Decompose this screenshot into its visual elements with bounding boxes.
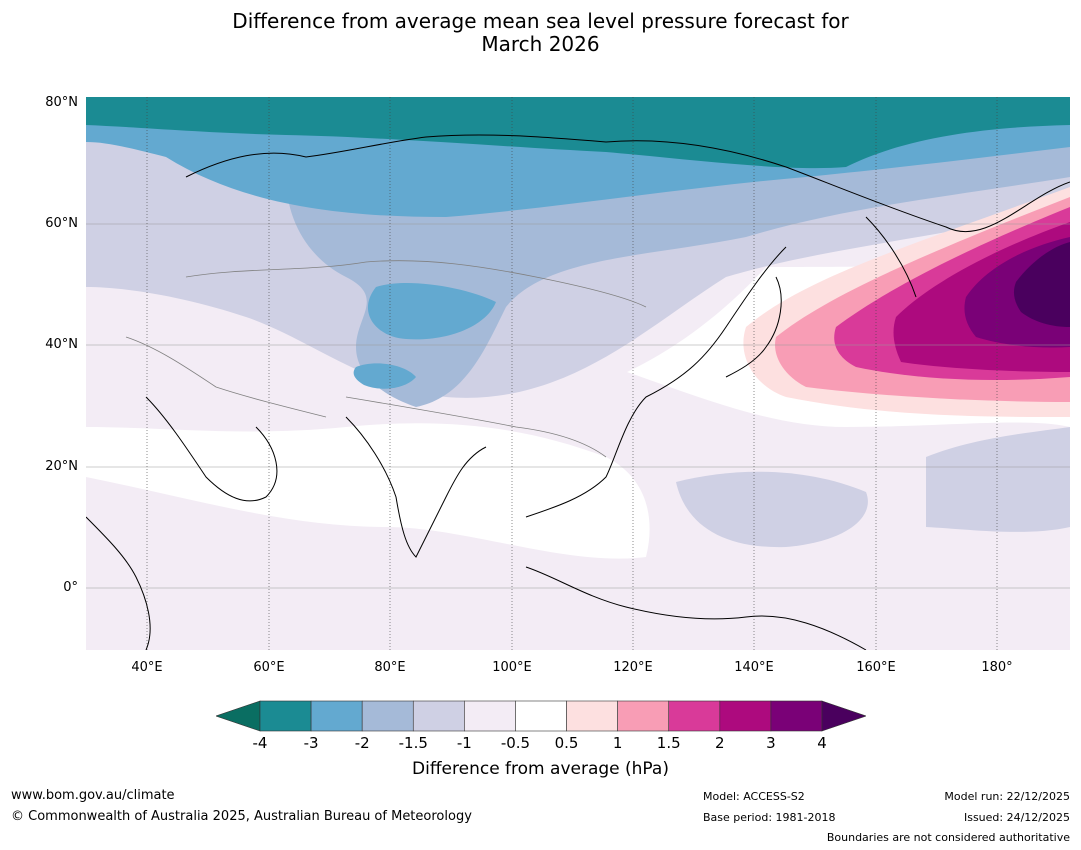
colorbar-under-triangle <box>215 700 261 732</box>
lon-label-100e: 100°E <box>492 660 532 675</box>
colorbar-tick-label: -1 <box>456 734 472 752</box>
lat-label-80n: 80°N <box>45 95 78 110</box>
footer-issued: Issued: 24/12/2025 <box>963 811 1070 824</box>
colorbar-tick-label: -3 <box>303 734 319 752</box>
footer-model: Model: ACCESS-S2 <box>703 790 805 803</box>
colorbar-segment <box>719 700 772 732</box>
colorbar-tick-label: 0.5 <box>554 734 579 752</box>
anomaly-region-arctic-teal <box>86 97 1070 169</box>
lon-label-80e: 80°E <box>374 660 406 675</box>
coastline-se-asia-islands <box>525 566 867 650</box>
longitude-gridlines <box>146 97 998 650</box>
colorbar-tick-label: -1.5 <box>398 734 428 752</box>
lat-label-20n: 20°N <box>45 459 78 474</box>
latitude-gridlines <box>86 223 1070 589</box>
anomaly-region-tibet-blue <box>353 363 416 389</box>
lon-label-140e: 140°E <box>734 660 774 675</box>
coastline-india <box>345 416 487 558</box>
boundary-middle-east <box>125 336 327 418</box>
colorbar-segment <box>412 700 465 732</box>
colorbar-tick-label: 2 <box>715 734 725 752</box>
footer-base-period: Base period: 1981-2018 <box>703 811 836 824</box>
colorbar-segment <box>668 700 721 732</box>
coastline-africa <box>86 516 151 650</box>
lon-label-180: 180° <box>981 660 1013 675</box>
colorbar <box>215 700 867 732</box>
colorbar-svg <box>215 700 867 732</box>
footer-website: www.bom.gov.au/climate <box>11 788 175 803</box>
colorbar-tick-label: 1 <box>612 734 623 752</box>
colorbar-tick-label: 4 <box>817 734 827 752</box>
lon-label-60e: 60°E <box>253 660 285 675</box>
anomaly-region-tarim-blue <box>367 282 496 340</box>
map-title: Difference from average mean sea level p… <box>0 10 1081 56</box>
colorbar-segment <box>515 700 567 732</box>
colorbar-tick-label: -4 <box>252 734 268 752</box>
map-title-line-2: March 2026 <box>481 32 600 56</box>
coastline-japan <box>725 276 782 378</box>
lat-label-60n: 60°N <box>45 216 78 231</box>
map-svg <box>86 97 1070 650</box>
colorbar-segment <box>259 700 312 732</box>
coastline-east-asia <box>525 246 787 518</box>
footer-disclaimer: Boundaries are not considered authoritat… <box>826 831 1070 844</box>
colorbar-tick-label: 3 <box>766 734 776 752</box>
colorbar-segment <box>310 700 363 732</box>
boundary-china-south <box>345 396 607 458</box>
boundary-central-asia <box>185 260 647 308</box>
colorbar-over-triangle <box>821 700 867 732</box>
anomaly-region-pacific-east <box>926 427 1070 532</box>
colorbar-segment <box>770 700 823 732</box>
coastline-eurasia-north <box>185 134 1070 233</box>
coastline-arabia <box>145 396 278 502</box>
colorbar-tick-label: -0.5 <box>500 734 531 752</box>
lon-label-120e: 120°E <box>613 660 653 675</box>
coastlines <box>86 134 1070 650</box>
map-title-line-1: Difference from average mean sea level p… <box>232 9 849 33</box>
lon-label-40e: 40°E <box>131 660 163 675</box>
anomaly-region-neutral-land <box>86 423 650 559</box>
colorbar-segment <box>464 700 516 732</box>
colorbar-title: Difference from average (hPa) <box>412 759 669 779</box>
footer-copyright: © Commonwealth of Australia 2025, Austra… <box>11 809 472 824</box>
lon-label-160e: 160°E <box>856 660 896 675</box>
anomaly-region-pacific-pos-4 <box>1013 242 1070 327</box>
coastline-kamchatka <box>865 216 917 298</box>
colorbar-segment <box>617 700 670 732</box>
lat-label-equator: 0° <box>63 580 78 595</box>
lat-label-40n: 40°N <box>45 337 78 352</box>
colorbar-segment <box>566 700 618 732</box>
colorbar-tick-label: 1.5 <box>656 734 681 752</box>
footer-model-run: Model run: 22/12/2025 <box>944 790 1070 803</box>
country-boundaries <box>125 260 647 458</box>
colorbar-tick-label: -2 <box>354 734 370 752</box>
anomaly-region-pacific-mid <box>676 471 868 548</box>
pressure-anomaly-map <box>86 97 1070 650</box>
colorbar-segment <box>361 700 414 732</box>
